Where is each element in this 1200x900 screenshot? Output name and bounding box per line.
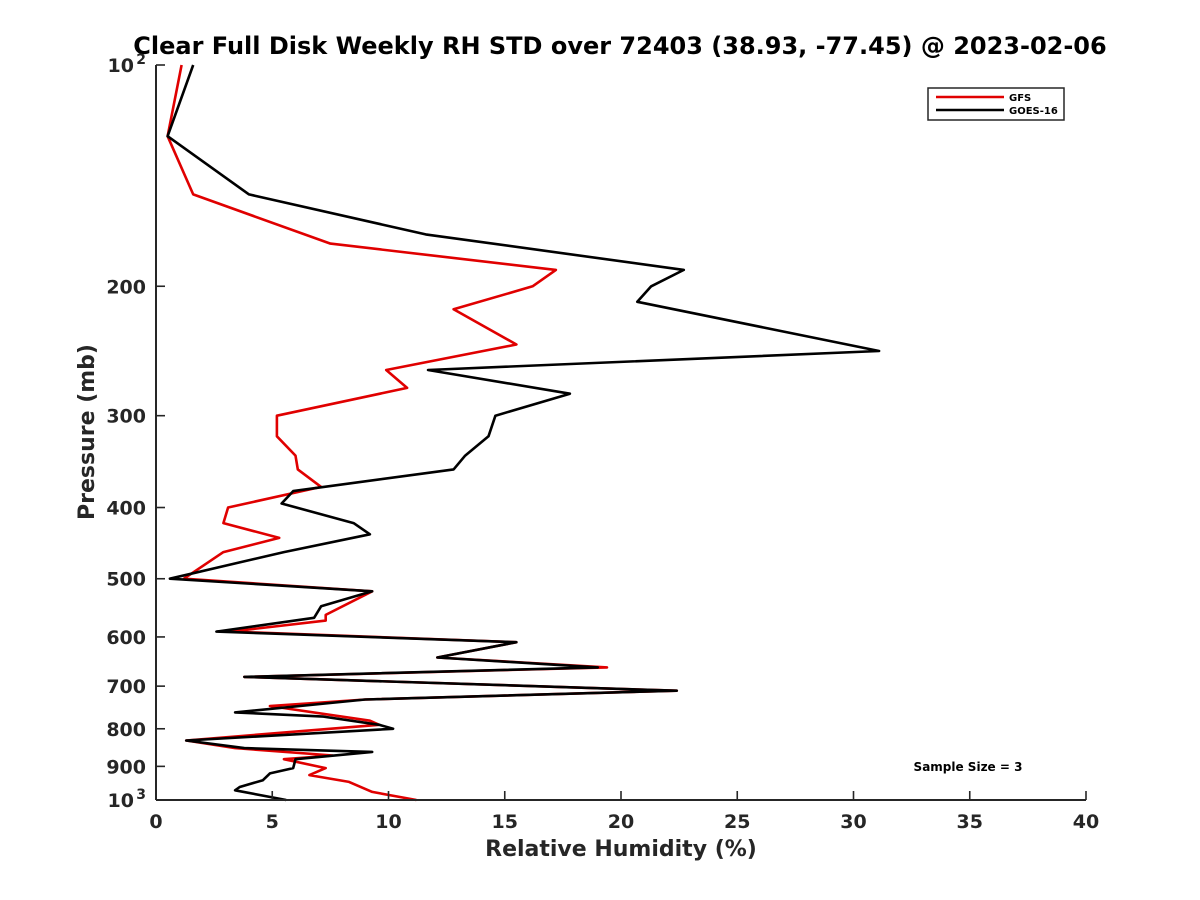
legend-label-gfs: GFS — [1009, 93, 1031, 104]
y-tick-label: 700 — [106, 676, 146, 698]
y-tick-label: 900 — [106, 756, 146, 778]
legend-label-goes16: GOES-16 — [1009, 106, 1058, 117]
y-tick-label: 200 — [106, 276, 146, 298]
series-layer — [166, 64, 881, 802]
x-tick-label: 0 — [149, 811, 162, 833]
y-tick-label: 500 — [106, 569, 146, 591]
x-tick-label: 15 — [492, 811, 518, 833]
sample-size-annotation: Sample Size = 3 — [914, 760, 1023, 774]
x-tick-label: 35 — [957, 811, 983, 833]
y-tick-label: 10 — [108, 55, 134, 77]
x-tick-label: 5 — [266, 811, 279, 833]
series-line-goes16 — [166, 64, 881, 802]
x-tick-label: 40 — [1073, 811, 1099, 833]
x-ticks: 0 5 10 15 20 25 30 35 40 — [149, 791, 1099, 833]
y-tick-label: 10 — [108, 790, 134, 812]
x-tick-label: 30 — [840, 811, 866, 833]
y-tick-label: 800 — [106, 719, 146, 741]
x-tick-label: 25 — [724, 811, 750, 833]
y-tick-label: 300 — [106, 406, 146, 428]
y-tick-exponent: 2 — [136, 52, 146, 68]
x-tick-label: 20 — [608, 811, 634, 833]
y-tick-label: 600 — [106, 627, 146, 649]
x-tick-label: 10 — [375, 811, 401, 833]
y-axis-label: Pressure (mb) — [75, 344, 100, 520]
chart-title: Clear Full Disk Weekly RH STD over 72403… — [133, 32, 1106, 60]
y-tick-exponent: 3 — [136, 787, 146, 803]
legend: GFS GOES-16 — [927, 87, 1065, 121]
x-axis-label: Relative Humidity (%) — [485, 837, 757, 862]
legend-box — [927, 87, 1065, 121]
y-tick-label: 400 — [106, 498, 146, 520]
